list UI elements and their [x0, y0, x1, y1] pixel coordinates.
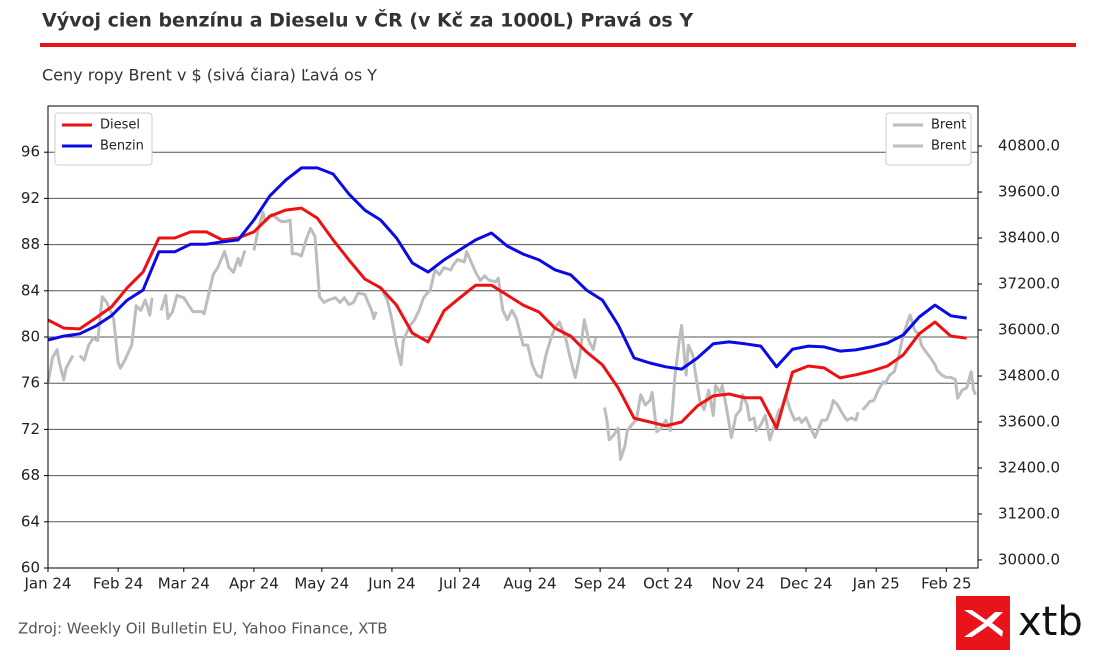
logo-text: xtb: [1018, 599, 1083, 645]
title-rule: [40, 43, 1076, 47]
x-tick-label: Feb 25: [921, 575, 971, 593]
y-tick-label: 64: [21, 512, 40, 530]
x-tick-label: Mar 24: [158, 575, 210, 593]
source-note: Zdroj: Weekly Oil Bulletin EU, Yahoo Fin…: [18, 620, 388, 638]
y-tick-label: 72: [21, 420, 40, 438]
series-line: [603, 313, 978, 461]
y2-tick-label: 36000.0: [998, 321, 1060, 339]
x-tick-label: Nov 24: [712, 575, 765, 593]
legend-label: Diesel: [100, 118, 140, 133]
logo: xtb: [956, 596, 1083, 650]
y2-tick-label: 32400.0: [998, 458, 1060, 476]
x-tick-label: Oct 24: [643, 575, 693, 593]
y-tick-label: 96: [21, 143, 40, 161]
y-tick-label: 88: [21, 235, 40, 253]
x-tick-label: Dec 24: [780, 575, 833, 593]
y-tick-label: 84: [21, 281, 40, 299]
chart-title: Vývoj cien benzínu a Dieselu v ČR (v Kč …: [42, 8, 693, 32]
x-tick-label: Apr 24: [229, 575, 279, 593]
x-tick-label: Jul 24: [438, 575, 481, 593]
legend: Brent Brent: [885, 112, 972, 166]
legend: Diesel Benzin: [54, 112, 153, 166]
x-tick-label: Feb 24: [93, 575, 143, 593]
legend-label: Brent: [931, 118, 966, 133]
y-tick-label: 80: [21, 328, 40, 346]
legend-label: Brent: [931, 139, 966, 154]
chart-subtitle: Ceny ropy Brent v $ (sivá čiara) Ľavá os…: [42, 66, 377, 85]
x-tick-label: Sep 24: [574, 575, 626, 593]
y-tick-label: 76: [21, 374, 40, 392]
y2-tick-label: 30000.0: [998, 550, 1060, 568]
x-tick-label: Aug 24: [503, 575, 556, 593]
series-line: [47, 206, 967, 430]
y2-tick-label: 34800.0: [998, 366, 1060, 384]
plot-frame: [47, 105, 979, 569]
y-tick-label: 60: [21, 559, 40, 577]
x-tick-label: Jan 24: [24, 575, 72, 593]
y2-tick-label: 38400.0: [998, 229, 1060, 247]
y-tick-label: 68: [21, 466, 40, 484]
series-line: [47, 166, 967, 371]
x-tick-label: Jun 24: [367, 575, 415, 593]
logo-square: [956, 596, 1010, 650]
series-line: [46, 210, 598, 384]
y2-tick-label: 37200.0: [998, 275, 1060, 293]
x-tick-label: May 24: [294, 575, 349, 593]
y2-tick-label: 39600.0: [998, 183, 1060, 201]
x-tick-label: Jan 25: [852, 575, 900, 593]
logo-mark: [964, 610, 1003, 637]
y2-tick-label: 31200.0: [998, 504, 1060, 522]
legend-label: Benzin: [100, 139, 144, 154]
y2-tick-label: 40800.0: [998, 137, 1060, 155]
y-tick-label: 92: [21, 189, 40, 207]
y2-tick-label: 33600.0: [998, 412, 1060, 430]
